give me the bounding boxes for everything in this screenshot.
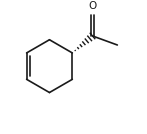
Text: O: O (88, 1, 97, 10)
